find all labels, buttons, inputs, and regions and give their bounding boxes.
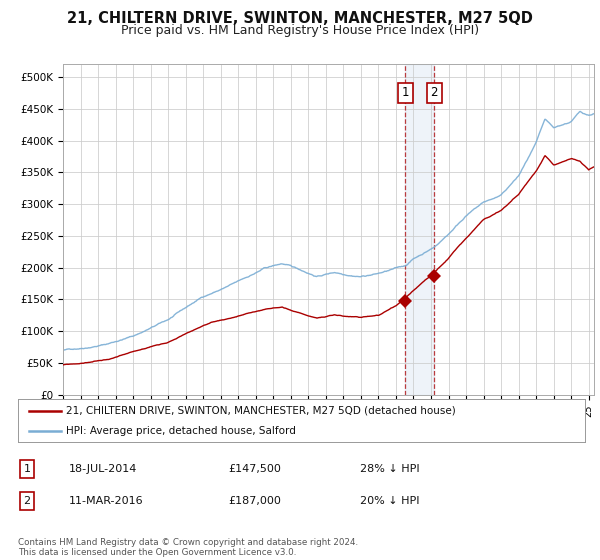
Text: 1: 1	[23, 464, 31, 474]
Text: 21, CHILTERN DRIVE, SWINTON, MANCHESTER, M27 5QD (detached house): 21, CHILTERN DRIVE, SWINTON, MANCHESTER,…	[66, 406, 456, 416]
Text: 20% ↓ HPI: 20% ↓ HPI	[360, 496, 419, 506]
Text: Contains HM Land Registry data © Crown copyright and database right 2024.
This d: Contains HM Land Registry data © Crown c…	[18, 538, 358, 557]
Text: 18-JUL-2014: 18-JUL-2014	[69, 464, 137, 474]
Text: £187,000: £187,000	[228, 496, 281, 506]
Text: 2: 2	[23, 496, 31, 506]
Text: HPI: Average price, detached house, Salford: HPI: Average price, detached house, Salf…	[66, 426, 296, 436]
Text: 21, CHILTERN DRIVE, SWINTON, MANCHESTER, M27 5QD: 21, CHILTERN DRIVE, SWINTON, MANCHESTER,…	[67, 11, 533, 26]
Text: 11-MAR-2016: 11-MAR-2016	[69, 496, 143, 506]
Text: £147,500: £147,500	[228, 464, 281, 474]
Text: Price paid vs. HM Land Registry's House Price Index (HPI): Price paid vs. HM Land Registry's House …	[121, 24, 479, 37]
Text: 2: 2	[431, 86, 438, 100]
Text: 28% ↓ HPI: 28% ↓ HPI	[360, 464, 419, 474]
Text: 1: 1	[401, 86, 409, 100]
